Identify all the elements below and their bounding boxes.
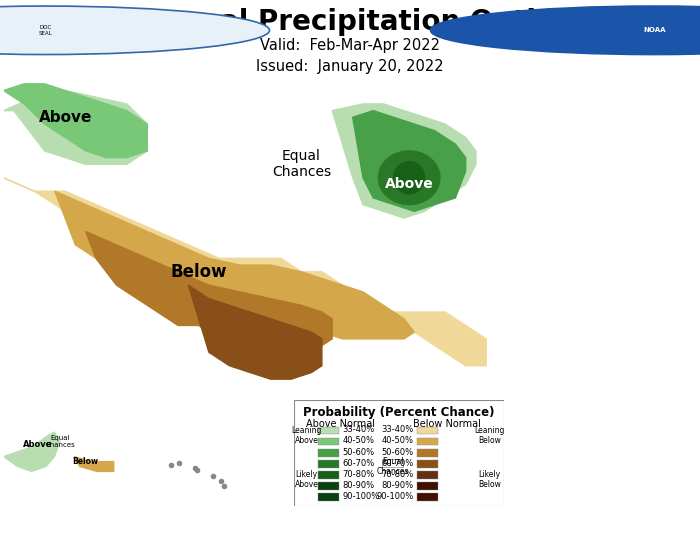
Text: 33-40%: 33-40% <box>382 425 414 434</box>
FancyBboxPatch shape <box>417 427 438 434</box>
Text: 90-100%: 90-100% <box>342 492 379 501</box>
Polygon shape <box>85 232 332 346</box>
FancyBboxPatch shape <box>318 449 339 457</box>
Polygon shape <box>379 151 440 204</box>
FancyBboxPatch shape <box>417 438 438 445</box>
FancyBboxPatch shape <box>417 460 438 467</box>
Text: Above Normal: Above Normal <box>306 419 374 430</box>
Text: 80-90%: 80-90% <box>342 481 375 490</box>
Text: 50-60%: 50-60% <box>342 447 375 457</box>
Text: Above: Above <box>22 440 52 449</box>
Text: 40-50%: 40-50% <box>342 437 375 445</box>
Text: Likely
Below: Likely Below <box>478 470 500 490</box>
Text: 80-90%: 80-90% <box>382 481 414 490</box>
Text: 50-60%: 50-60% <box>382 447 414 457</box>
Text: 33-40%: 33-40% <box>342 425 375 434</box>
Polygon shape <box>4 432 60 471</box>
FancyBboxPatch shape <box>417 471 438 479</box>
FancyBboxPatch shape <box>417 449 438 457</box>
Text: 90-100%: 90-100% <box>377 492 414 501</box>
FancyBboxPatch shape <box>382 459 403 467</box>
Polygon shape <box>353 110 466 212</box>
Text: 70-80%: 70-80% <box>382 470 414 479</box>
Text: 60-70%: 60-70% <box>342 459 375 467</box>
Circle shape <box>0 6 270 55</box>
FancyBboxPatch shape <box>318 482 339 490</box>
Text: DOC
SEAL: DOC SEAL <box>38 25 52 36</box>
Text: Equal
Chances: Equal Chances <box>272 149 331 180</box>
Text: Likely
Above: Likely Above <box>295 470 318 490</box>
FancyBboxPatch shape <box>294 400 504 506</box>
FancyBboxPatch shape <box>417 493 438 501</box>
Circle shape <box>430 6 700 55</box>
Text: Below: Below <box>170 263 227 281</box>
Polygon shape <box>74 457 113 471</box>
FancyBboxPatch shape <box>318 460 339 467</box>
Text: Below: Below <box>73 457 99 466</box>
Polygon shape <box>332 104 476 218</box>
FancyBboxPatch shape <box>417 482 438 490</box>
Text: NOAA: NOAA <box>643 27 666 34</box>
Text: 40-50%: 40-50% <box>382 437 414 445</box>
Polygon shape <box>4 84 147 157</box>
Text: 60-70%: 60-70% <box>382 459 414 467</box>
Text: Equal
Chances: Equal Chances <box>377 457 409 476</box>
Text: Probability (Percent Chance): Probability (Percent Chance) <box>303 406 495 419</box>
FancyBboxPatch shape <box>318 438 339 445</box>
Text: Valid:  Feb-Mar-Apr 2022: Valid: Feb-Mar-Apr 2022 <box>260 38 440 53</box>
Polygon shape <box>4 90 147 164</box>
Polygon shape <box>55 191 414 339</box>
Text: Leaning
Above: Leaning Above <box>291 426 322 445</box>
Polygon shape <box>188 285 322 379</box>
Polygon shape <box>4 178 486 366</box>
Text: Issued:  January 20, 2022: Issued: January 20, 2022 <box>256 59 444 74</box>
Text: Below Normal: Below Normal <box>414 419 481 430</box>
Polygon shape <box>394 162 425 194</box>
FancyBboxPatch shape <box>318 493 339 501</box>
Text: Leaning
Below: Leaning Below <box>474 426 505 445</box>
Text: Equal
Chances: Equal Chances <box>46 435 75 448</box>
Text: Seasonal Precipitation Outlook: Seasonal Precipitation Outlook <box>107 8 593 36</box>
Text: Above: Above <box>385 177 433 192</box>
FancyBboxPatch shape <box>318 427 339 434</box>
FancyBboxPatch shape <box>318 471 339 479</box>
Text: Above: Above <box>38 110 92 125</box>
Text: 70-80%: 70-80% <box>342 470 375 479</box>
